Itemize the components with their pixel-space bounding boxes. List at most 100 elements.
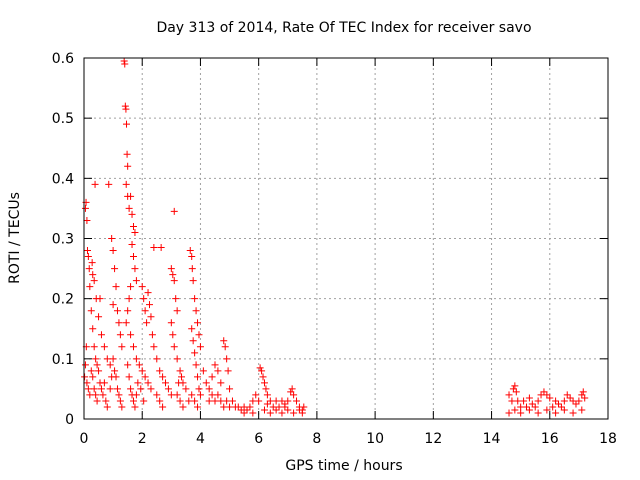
data-point xyxy=(505,391,513,399)
data-point xyxy=(194,403,202,411)
data-point xyxy=(141,307,149,315)
data-point xyxy=(128,241,136,249)
data-point xyxy=(172,295,180,303)
data-point xyxy=(138,367,146,375)
data-point xyxy=(552,397,560,405)
data-point xyxy=(97,385,105,393)
data-point xyxy=(113,307,121,315)
data-point xyxy=(81,361,89,369)
data-point xyxy=(91,180,99,188)
data-point xyxy=(217,379,225,387)
data-point xyxy=(249,409,257,417)
data-point xyxy=(505,409,513,417)
data-point xyxy=(194,319,202,327)
data-point xyxy=(186,247,194,255)
data-point xyxy=(116,397,124,405)
x-tick-label: 4 xyxy=(196,431,205,447)
data-point xyxy=(135,361,143,369)
data-point xyxy=(196,391,204,399)
data-point xyxy=(153,355,161,363)
data-point xyxy=(560,406,568,414)
data-point xyxy=(89,373,97,381)
x-axis: 0 2 4 6 8 10 12 14 16 18 xyxy=(80,58,617,447)
data-point xyxy=(97,331,105,339)
data-point xyxy=(108,235,116,242)
data-point xyxy=(195,385,203,393)
data-point xyxy=(127,283,135,291)
data-point xyxy=(284,406,292,414)
data-point xyxy=(125,204,133,212)
data-point xyxy=(202,379,210,387)
data-point xyxy=(167,319,175,327)
data-point xyxy=(224,367,232,375)
x-tick-label: 10 xyxy=(366,431,384,447)
y-tick-label: 0.3 xyxy=(52,232,74,248)
x-tick-label: 8 xyxy=(312,431,321,447)
y-axis-label: ROTI / TECUs xyxy=(7,192,23,284)
data-point xyxy=(111,265,119,273)
data-point xyxy=(89,271,97,279)
data-point xyxy=(220,337,228,345)
data-point xyxy=(196,343,204,351)
data-point xyxy=(162,379,170,387)
data-point xyxy=(89,325,97,333)
data-point xyxy=(83,247,91,255)
x-tick-label: 14 xyxy=(483,431,501,447)
data-point xyxy=(129,222,137,230)
data-point xyxy=(129,397,137,405)
data-point xyxy=(106,385,114,393)
data-point xyxy=(147,385,155,393)
data-point xyxy=(549,403,557,411)
data-point xyxy=(192,307,200,315)
data-point xyxy=(295,406,303,414)
y-tick-label: 0 xyxy=(65,412,74,428)
data-point xyxy=(124,162,132,170)
data-point xyxy=(581,394,589,402)
data-point xyxy=(298,409,306,417)
data-point xyxy=(103,403,111,411)
data-point xyxy=(167,265,175,273)
data-point xyxy=(226,385,234,393)
x-tick-label: 18 xyxy=(599,431,617,447)
data-point xyxy=(278,409,286,417)
data-points xyxy=(81,57,589,417)
data-point xyxy=(132,391,140,399)
data-point xyxy=(176,397,184,405)
data-point xyxy=(546,394,554,402)
data-point xyxy=(228,397,236,405)
data-point xyxy=(260,406,268,414)
data-point xyxy=(173,307,181,315)
data-point xyxy=(199,367,207,375)
data-point xyxy=(90,385,98,393)
data-point xyxy=(263,400,271,408)
data-point xyxy=(525,406,533,414)
data-point xyxy=(128,210,136,218)
data-point xyxy=(578,391,586,399)
data-point xyxy=(132,355,140,363)
data-point xyxy=(96,295,104,303)
data-point xyxy=(208,373,216,381)
data-point xyxy=(543,406,551,414)
data-point xyxy=(100,343,108,351)
data-point xyxy=(105,180,113,188)
data-point xyxy=(90,343,98,351)
data-point xyxy=(92,355,100,363)
data-point xyxy=(150,343,158,351)
data-point xyxy=(125,373,133,381)
data-point xyxy=(147,313,155,321)
data-point xyxy=(569,409,577,417)
data-point xyxy=(259,373,267,381)
data-point xyxy=(146,301,153,309)
data-point xyxy=(240,409,248,417)
data-point xyxy=(176,367,184,375)
data-point xyxy=(293,397,301,405)
data-point xyxy=(87,307,95,315)
data-point xyxy=(511,382,519,390)
data-point xyxy=(143,319,151,327)
data-point xyxy=(205,385,213,393)
data-point xyxy=(509,385,517,393)
data-point xyxy=(81,204,89,212)
data-point xyxy=(122,105,130,113)
data-point xyxy=(108,373,116,381)
